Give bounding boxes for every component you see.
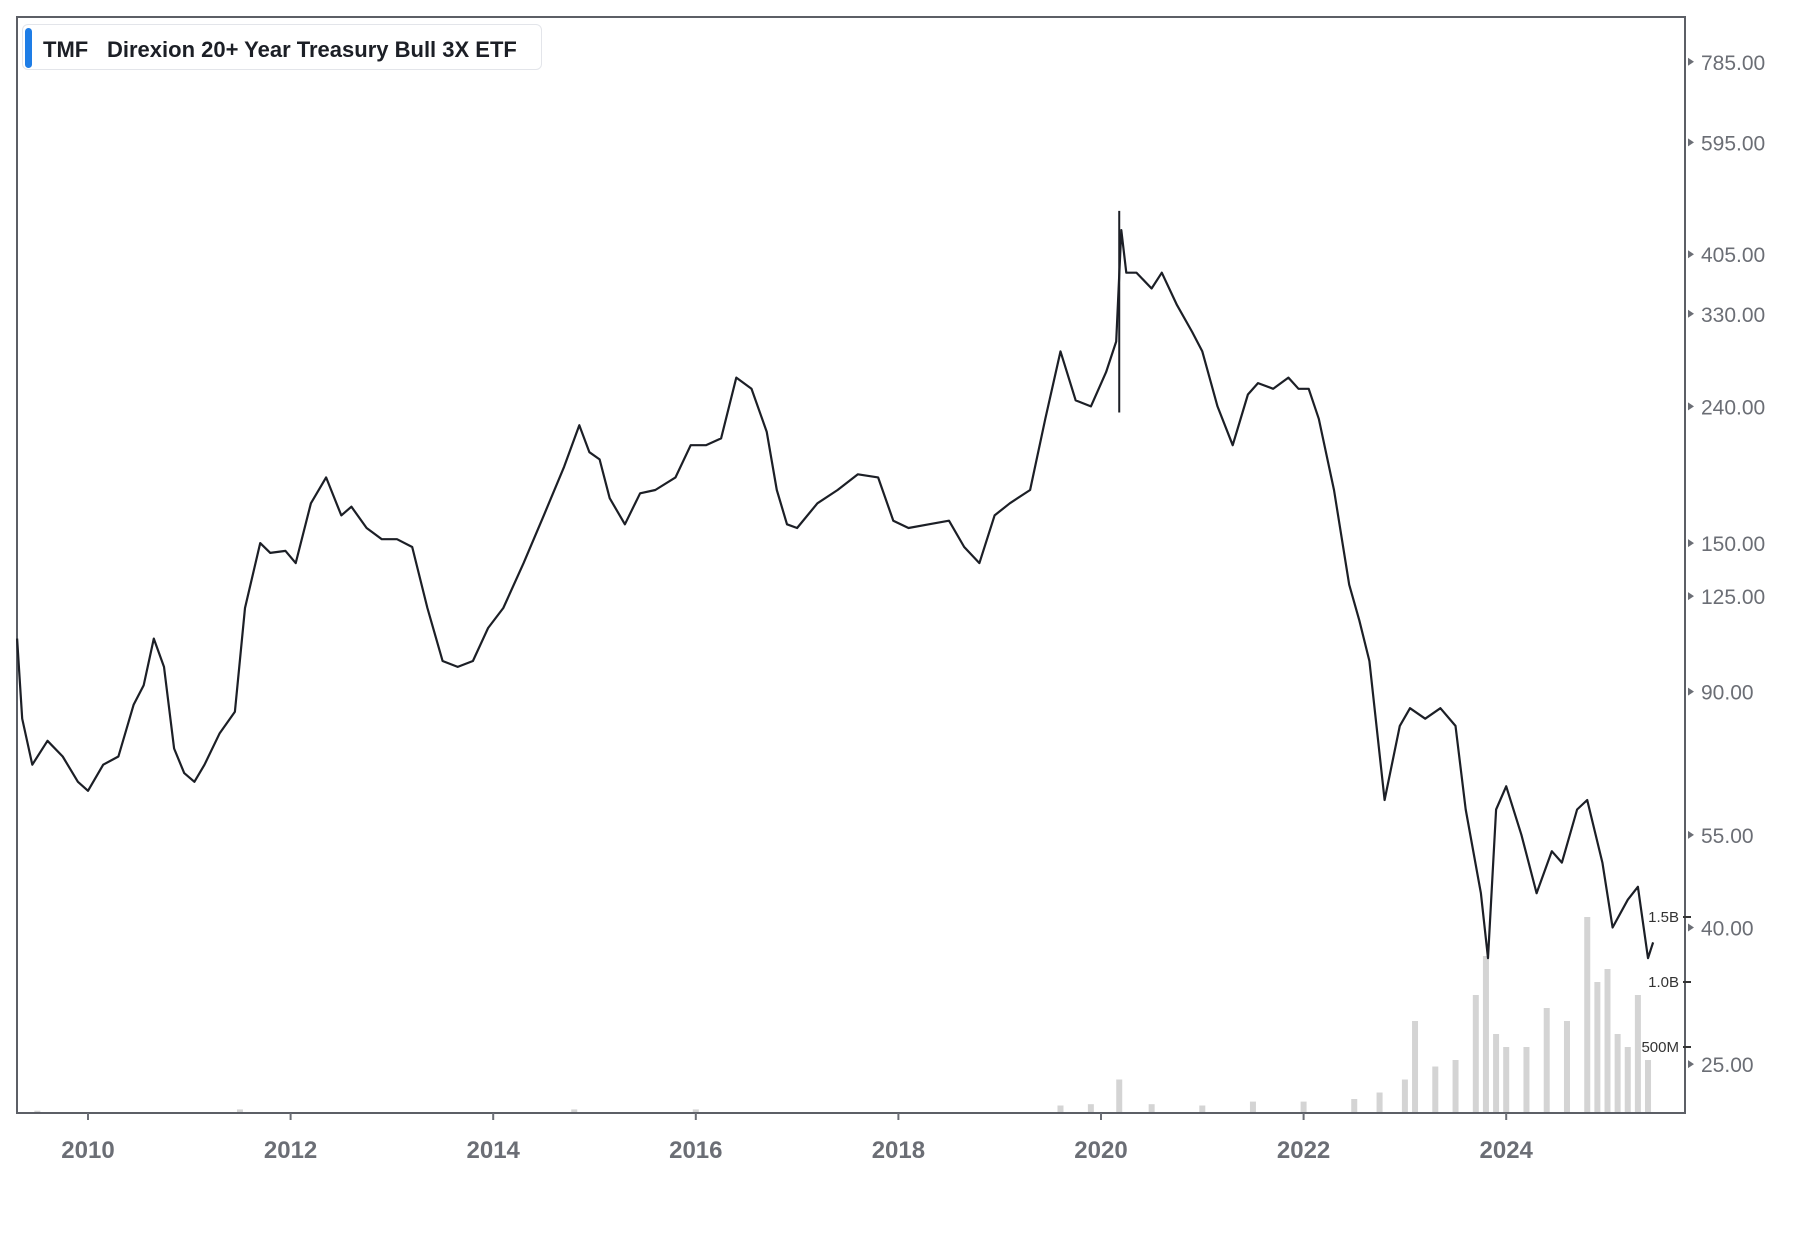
x-tick-label: 2022 <box>1277 1137 1330 1164</box>
y-tick-mark <box>1688 1060 1694 1069</box>
x-tick-label: 2024 <box>1480 1137 1534 1164</box>
y-tick-label: 125.00 <box>1701 586 1765 609</box>
volume-bar <box>1493 1034 1500 1112</box>
volume-bar <box>1482 956 1489 1112</box>
y-tick-mark <box>1688 687 1694 696</box>
volume-bar <box>1472 995 1479 1112</box>
volume-bar <box>1087 1104 1094 1112</box>
y-tick-label: 25.00 <box>1701 1054 1754 1077</box>
legend-fund-name: Direxion 20+ Year Treasury Bull 3X ETF <box>107 37 517 62</box>
price-line <box>16 229 1655 960</box>
y-tick-mark <box>1688 592 1694 601</box>
volume-bar <box>1604 969 1611 1112</box>
y-tick-label: 405.00 <box>1701 244 1765 267</box>
volume-bar <box>1116 1079 1123 1112</box>
y-tick-mark <box>1688 402 1694 411</box>
legend-color-bar <box>25 28 32 68</box>
volume-bar <box>1057 1105 1064 1112</box>
volume-tick-label: 1.5B <box>1648 909 1679 926</box>
y-tick-label: 150.00 <box>1701 533 1765 556</box>
volume-bar <box>1523 1047 1530 1112</box>
volume-bar <box>1594 982 1601 1112</box>
x-tick-label: 2016 <box>669 1137 722 1164</box>
y-tick-label: 55.00 <box>1701 825 1754 848</box>
price-line-layer <box>16 210 1655 960</box>
y-tick-mark <box>1688 250 1694 259</box>
volume-axis: 1.5B 1.0B 500M <box>1641 909 1691 1056</box>
x-axis: 2010 2012 2014 2016 2018 2020 2022 2024 <box>61 1113 1534 1164</box>
volume-bar <box>1563 1021 1570 1112</box>
volume-bar <box>1634 995 1641 1112</box>
volume-bar <box>1584 917 1591 1112</box>
volume-bar <box>1412 1021 1419 1112</box>
volume-bar <box>1614 1034 1621 1112</box>
x-tick-label: 2020 <box>1074 1137 1127 1164</box>
volume-bar <box>1645 1060 1652 1112</box>
y-tick-label: 330.00 <box>1701 304 1765 327</box>
volume-bar <box>1401 1079 1408 1112</box>
y-axis: 785.00 595.00 405.00 330.00 240.00 150.00 125.… <box>1688 52 1765 1077</box>
x-tick-label: 2012 <box>264 1137 317 1164</box>
y-tick-label: 595.00 <box>1701 132 1765 155</box>
volume-bar <box>1376 1092 1383 1112</box>
volume-bar <box>1432 1066 1439 1112</box>
volume-bar <box>34 1110 41 1112</box>
y-tick-mark <box>1688 923 1694 932</box>
volume-tick-label: 500M <box>1641 1039 1679 1056</box>
volume-bar <box>571 1109 578 1112</box>
x-tick-label: 2018 <box>872 1137 925 1164</box>
x-tick-label: 2010 <box>61 1137 114 1164</box>
volume-bar <box>1503 1047 1510 1112</box>
y-tick-label: 785.00 <box>1701 52 1765 75</box>
plot-frame <box>16 16 1686 1114</box>
y-tick-label: 40.00 <box>1701 917 1754 940</box>
symbol-legend[interactable]: TMF Direxion 20+ Year Treasury Bull 3X E… <box>22 24 542 70</box>
y-tick-mark <box>1688 309 1694 318</box>
volume-bar <box>1300 1101 1307 1112</box>
volume-bar <box>1351 1099 1358 1112</box>
y-tick-label: 90.00 <box>1701 682 1754 705</box>
volume-tick-label: 1.0B <box>1648 974 1679 991</box>
x-tick-label: 2014 <box>467 1137 521 1164</box>
y-tick-mark <box>1688 830 1694 839</box>
volume-bar <box>236 1109 243 1112</box>
volume-bar <box>1199 1105 1206 1112</box>
y-tick-mark <box>1688 539 1694 548</box>
y-tick-mark <box>1688 138 1694 147</box>
volume-bar <box>1543 1008 1550 1112</box>
volume-bar <box>1624 1047 1631 1112</box>
volume-layer <box>34 917 1652 1112</box>
volume-bar <box>1249 1101 1256 1112</box>
volume-bar <box>1452 1060 1459 1112</box>
y-tick-mark <box>1688 57 1694 66</box>
legend-ticker: TMF <box>43 37 89 62</box>
volume-bar <box>692 1109 699 1112</box>
y-tick-label: 240.00 <box>1701 396 1765 419</box>
volume-bar <box>1148 1104 1155 1112</box>
